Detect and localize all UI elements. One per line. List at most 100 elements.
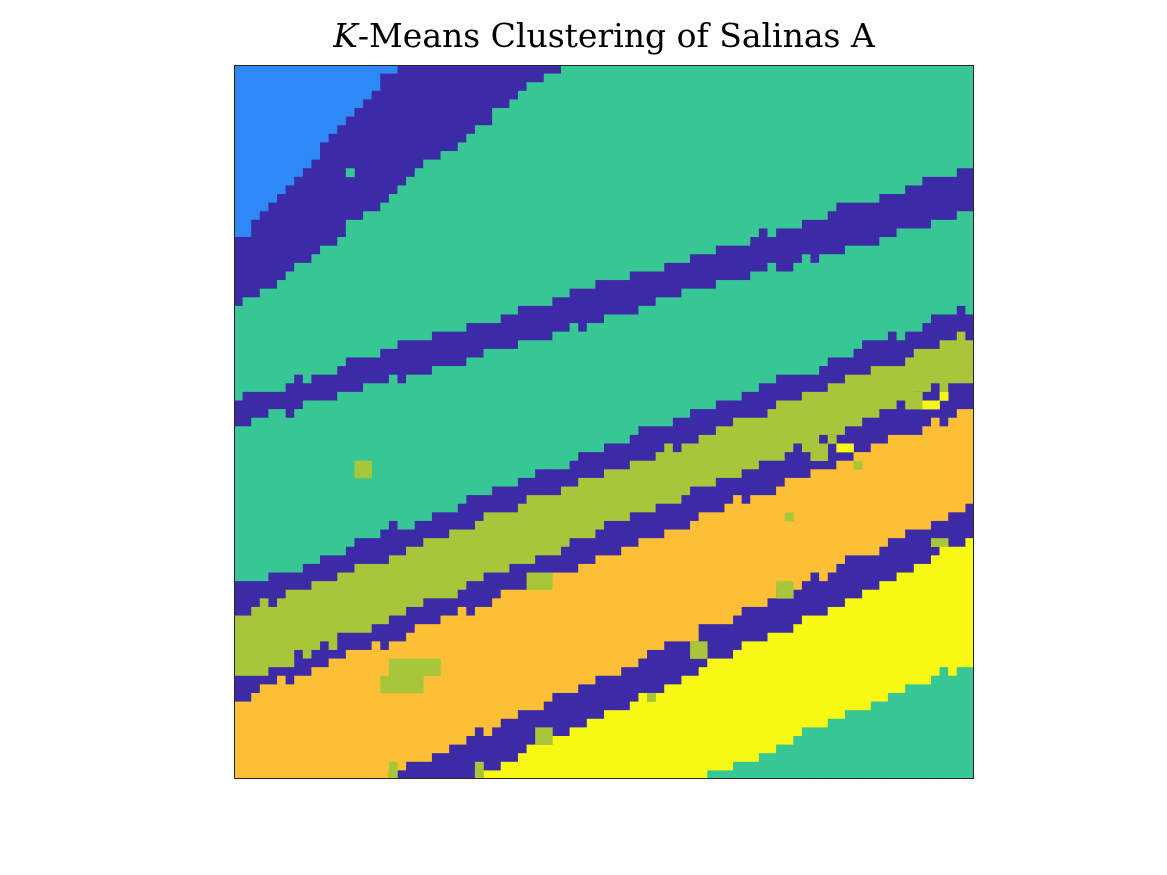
cluster-cell-teal	[234, 305, 244, 402]
cluster-cell-olive	[612, 469, 622, 522]
cluster-cell-teal	[767, 753, 777, 779]
cluster-cell-orange	[302, 675, 313, 779]
cluster-cell-indigo	[672, 641, 683, 685]
cluster-cell-indigo	[535, 65, 545, 83]
cluster-cell-orange	[887, 434, 898, 539]
cluster-cell-orange	[784, 477, 794, 591]
cluster-cell-indigo	[853, 555, 863, 599]
cluster-cell-orange	[483, 606, 493, 737]
cluster-cell-indigo	[406, 529, 416, 548]
cluster-cell-teal	[827, 65, 837, 212]
cluster-cell-indigo	[896, 538, 906, 574]
cluster-cell-indigo	[913, 529, 923, 565]
cluster-cell-indigo	[750, 237, 760, 273]
cluster-cell-indigo	[586, 452, 596, 479]
cluster-cell-indigo	[371, 357, 381, 384]
cluster-cell-teal	[414, 168, 424, 341]
cluster-cell-indigo	[655, 271, 665, 298]
cluster-cell-indigo	[277, 194, 287, 281]
cluster-cell-yellow	[827, 606, 837, 720]
cluster-cell-teal	[801, 727, 812, 779]
cluster-cell-teal	[758, 753, 769, 779]
cluster-cell-teal	[354, 219, 364, 359]
cluster-cell-indigo	[440, 598, 450, 617]
cluster-cell-indigo	[517, 305, 528, 341]
cluster-cell-yellow	[707, 658, 717, 771]
cluster-cell-indigo	[707, 409, 717, 436]
cluster-cell-teal	[431, 159, 442, 333]
cluster-patch-olive	[354, 460, 372, 479]
cluster-patch-olive	[930, 538, 949, 548]
cluster-cell-indigo	[509, 65, 519, 101]
cluster-cell-olive	[535, 495, 545, 556]
cluster-cell-orange	[595, 555, 605, 677]
cluster-cell-blue	[311, 65, 321, 161]
cluster-cell-indigo	[767, 237, 777, 264]
cluster-cell-yellow	[862, 589, 872, 711]
cluster-cell-orange	[698, 512, 708, 625]
cluster-cell-olive	[474, 520, 485, 582]
cluster-cell-yellow	[535, 744, 545, 779]
cluster-cell-teal	[879, 65, 889, 195]
cluster-cell-olive	[819, 391, 829, 436]
cluster-cell-indigo	[655, 503, 665, 539]
cluster-cell-yellow	[733, 649, 743, 763]
cluster-cell-teal	[337, 391, 347, 556]
cluster-cell-indigo	[922, 323, 932, 350]
cluster-cell-teal	[483, 348, 493, 496]
cluster-cell-indigo	[681, 262, 691, 290]
cluster-cell-teal	[819, 254, 829, 367]
cluster-cell-yellow	[621, 710, 631, 779]
cluster-cell-teal	[844, 245, 855, 359]
cluster-cell-orange	[638, 538, 648, 660]
cluster-cell-orange	[801, 477, 812, 582]
cluster-cell-yellow	[879, 581, 889, 703]
cluster-cell-teal	[638, 305, 648, 427]
cluster-cell-teal	[552, 73, 562, 298]
cluster-cell-yellow	[526, 744, 536, 779]
cluster-cell-orange	[578, 563, 588, 685]
cluster-cell-indigo	[948, 512, 958, 548]
cluster-cell-olive	[741, 417, 751, 470]
cluster-cell-teal	[655, 297, 665, 427]
cluster-cell-indigo	[810, 572, 820, 617]
cluster-cell-indigo	[853, 426, 863, 453]
cluster-cell-teal	[836, 65, 846, 204]
cluster-cell-teal	[595, 65, 605, 281]
cluster-cell-orange	[517, 589, 528, 711]
cluster-patch-teal	[345, 168, 355, 178]
cluster-cell-teal	[595, 323, 605, 453]
cluster-cell-indigo	[793, 589, 803, 625]
cluster-cell-indigo	[827, 434, 837, 470]
cluster-cell-yellow	[939, 546, 949, 668]
cluster-cell-teal	[862, 245, 872, 341]
cluster-cell-indigo	[965, 383, 974, 410]
cluster-cell-teal	[879, 701, 889, 779]
cluster-cell-indigo	[483, 495, 493, 513]
cluster-cell-indigo	[922, 391, 932, 427]
cluster-cell-indigo	[569, 288, 579, 324]
cluster-cell-olive	[870, 366, 880, 419]
cluster-cell-yellow	[913, 563, 923, 685]
cluster-cell-olive	[784, 400, 794, 453]
cluster-cell-indigo	[758, 606, 769, 642]
cluster-cell-indigo	[819, 581, 829, 617]
cluster-cell-indigo	[879, 194, 889, 238]
cluster-cell-indigo	[509, 563, 519, 591]
cluster-cell-indigo	[285, 383, 295, 419]
cluster-cell-indigo	[595, 280, 605, 324]
cluster-cell-orange	[277, 675, 287, 779]
cluster-cell-orange	[509, 589, 519, 720]
cluster-cell-indigo	[965, 168, 974, 212]
cluster-cell-olive	[234, 615, 244, 677]
cluster-cell-blue	[285, 65, 295, 187]
cluster-cell-indigo	[595, 675, 605, 720]
cluster-cell-indigo	[500, 65, 510, 109]
cluster-cell-indigo	[406, 65, 416, 178]
cluster-cell-teal	[784, 271, 794, 376]
cluster-cell-indigo	[793, 443, 803, 479]
cluster-cell-teal	[277, 409, 287, 574]
cluster-cell-yellow	[690, 675, 700, 779]
cluster-cell-teal	[647, 65, 657, 273]
title-text: -Means Clustering of Salinas A	[357, 16, 875, 55]
